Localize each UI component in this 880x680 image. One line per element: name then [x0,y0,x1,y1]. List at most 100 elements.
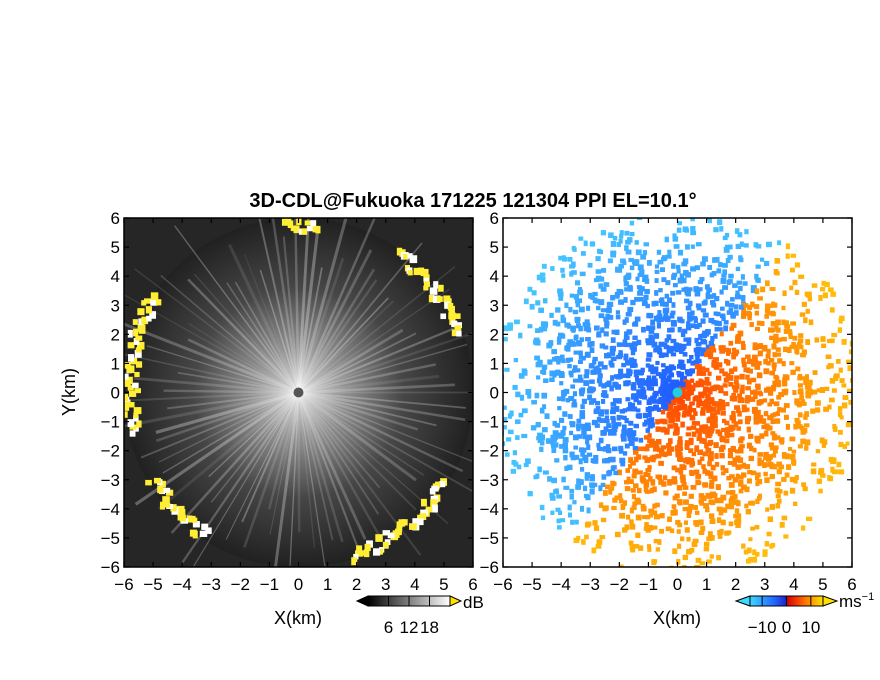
ms-colorbar-ticks: −10 0 10 [748,596,820,637]
velocity-pixel [550,434,555,440]
velocity-pixel [750,470,757,476]
velocity-pixel [559,381,564,386]
velocity-pixel [740,340,746,347]
velocity-pixel [565,398,571,403]
velocity-pixel [707,455,714,462]
velocity-pixel [839,415,844,420]
strong-echo-pixel [156,299,162,306]
velocity-pixel [744,464,751,470]
velocity-pixel [663,344,670,350]
velocity-pixel [764,307,771,313]
velocity-pixel [719,313,726,319]
velocity-pixel [782,382,788,387]
strong-echo-pixel [454,325,462,334]
velocity-pixel [578,350,583,356]
velocity-pixel [714,453,719,459]
strong-echo-pixel [137,308,145,316]
velocity-pixel [587,394,592,401]
reflectivity-ray [243,392,300,548]
velocity-pixel [705,381,712,386]
velocity-pixel [694,290,701,297]
velocity-pixel [669,312,675,319]
velocity-pixel [831,332,838,338]
reflectivity-ray [282,236,300,393]
velocity-pixel [625,239,631,245]
velocity-pixel [728,375,734,381]
velocity-pixel [647,433,652,439]
velocity-pixel [746,426,751,433]
velocity-pixel [726,350,731,356]
velocity-pixel [810,468,817,475]
velocity-pixel [633,483,639,489]
velocity-pixel [646,325,652,331]
velocity-pixel [625,468,631,473]
velocity-pixel [598,299,605,306]
velocity-pixel [629,265,635,271]
velocity-y-tick-label: 2 [490,325,499,344]
velocity-pixel [600,286,607,292]
velocity-pixel [536,274,543,281]
velocity-pixel [818,488,823,494]
velocity-pixel [655,372,662,377]
velocity-pixel [643,294,649,301]
velocity-pixel [707,461,712,467]
velocity-pixel [733,310,739,316]
velocity-pixel [810,408,816,414]
velocity-pixel [531,400,537,405]
velocity-pixel [607,301,614,307]
velocity-x-tick-label: 4 [789,575,798,594]
velocity-pixel [694,323,700,330]
velocity-pixel [579,410,586,416]
velocity-pixel [656,407,662,412]
velocity-pixel [686,426,692,431]
velocity-pixel [664,236,669,243]
velocity-pixel [768,442,775,448]
velocity-pixel [750,288,757,294]
velocity-pixel [667,407,672,412]
velocity-pixel [718,345,724,351]
velocity-pixel [694,363,700,370]
velocity-pixel [687,300,693,306]
velocity-pixel [621,424,627,431]
velocity-pixel [624,342,630,348]
velocity-pixel [710,518,716,524]
velocity-pixel [811,389,818,394]
velocity-pixel [684,290,690,296]
velocity-pixel [551,448,557,453]
velocity-pixel [655,346,661,353]
velocity-pixel [666,442,672,449]
velocity-pixel [578,388,585,394]
velocity-pixel [575,454,580,460]
velocity-pixel [763,358,768,365]
velocity-pixel [770,542,776,548]
velocity-pixel [778,464,785,470]
velocity-pixel [618,448,624,454]
velocity-pixel [545,438,552,444]
velocity-pixel [696,358,702,364]
velocity-pixel [755,481,760,487]
velocity-pixel [805,393,812,399]
velocity-pixel [670,338,677,344]
reflectivity-ray [297,279,378,394]
velocity-pixel [601,458,607,464]
velocity-pixel [703,399,709,406]
velocity-pixel [708,397,715,403]
velocity-pixel [615,266,621,273]
velocity-pixel [731,446,736,453]
velocity-pixel [713,423,718,429]
velocity-pixel [647,411,652,418]
velocity-pixel [625,312,632,317]
velocity-pixel [723,377,729,383]
velocity-pixel [811,462,817,467]
velocity-pixel [561,358,566,364]
velocity-pixel [583,493,590,498]
velocity-pixel [686,287,693,292]
velocity-pixel [572,365,578,370]
velocity-pixel [512,450,518,456]
strong-echo-pixel [310,220,317,228]
velocity-pixel [535,328,540,334]
velocity-pixel [702,391,708,396]
velocity-pixel [743,243,749,248]
velocity-pixel [601,383,607,389]
